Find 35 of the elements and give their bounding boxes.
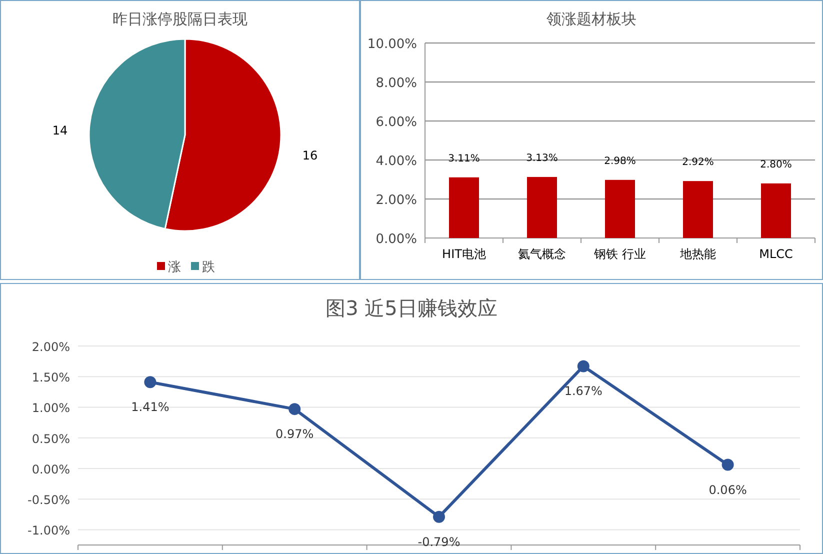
data-label: 2.98% [604, 156, 636, 167]
chart-title: 图3 近5日赚钱效应 [326, 296, 498, 320]
data-label: 0.06% [708, 482, 747, 497]
y-tick-label: 8.00% [376, 76, 417, 91]
data-label: 14 [52, 124, 68, 138]
chart-title: 昨日涨停股隔日表现 [112, 10, 248, 28]
data-label: 3.11% [448, 153, 480, 164]
y-tick-label: 0.00% [32, 462, 70, 476]
data-label: -0.79% [418, 534, 460, 549]
y-tick-label: -1.00% [28, 524, 70, 538]
data-label: 16 [302, 148, 318, 162]
y-tick-label: 10.00% [367, 37, 417, 52]
x-tick-label: HIT电池 [442, 247, 486, 261]
y-tick-label: 0.00% [376, 232, 417, 247]
data-label: 1.67% [564, 384, 602, 398]
x-tick-label: 地热能 [679, 247, 716, 261]
y-tick-label: -0.50% [28, 493, 70, 508]
y-tick-label: 2.00% [376, 193, 417, 208]
data-label: 3.13% [526, 152, 558, 164]
x-tick-label: 氦气概念 [518, 247, 566, 261]
chart-title: 领涨题材板块 [546, 10, 636, 28]
x-tick-label: 钢铁 行业 [593, 247, 646, 261]
y-tick-label: 1.50% [32, 370, 70, 385]
data-label: 1.41% [131, 400, 170, 414]
legend-label: 跌 [202, 260, 215, 275]
data-label: 2.80% [760, 159, 792, 170]
data-label: 2.92% [682, 157, 714, 168]
y-tick-label: 4.00% [376, 154, 417, 169]
legend-label: 涨 [168, 260, 181, 275]
y-tick-label: 6.00% [376, 115, 417, 130]
x-tick-label: MLCC [759, 247, 793, 261]
y-tick-label: 2.00% [32, 340, 70, 354]
data-label: 0.97% [276, 427, 314, 442]
y-tick-label: 1.00% [32, 401, 70, 416]
y-tick-label: 0.50% [32, 432, 70, 446]
